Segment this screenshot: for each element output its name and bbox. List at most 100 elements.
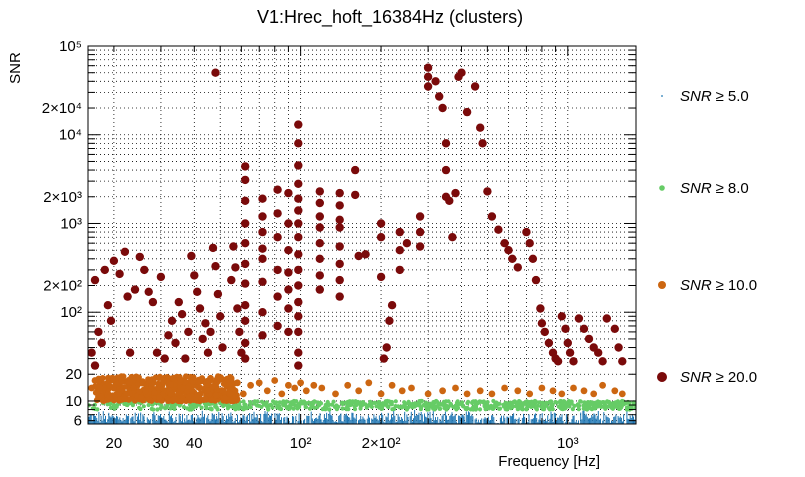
data-point-snr-10 [263,387,271,395]
data-point-snr-20 [610,324,619,333]
data-point-snr-20 [504,246,513,255]
data-point-snr-10 [139,378,146,385]
legend-label-threshold: 5.0 [728,88,749,105]
data-point-snr-10 [408,384,415,392]
data-point-snr-20 [109,256,119,265]
data-point-snr-8 [344,407,349,412]
data-point-snr-10 [157,383,164,391]
data-point-snr-8 [369,404,374,409]
legend-marker [661,95,663,97]
data-point-snr-20 [90,275,100,285]
data-point-snr-20 [258,244,267,253]
data-point-snr-20 [123,292,132,301]
data-point-snr-10 [110,385,117,392]
data-point-snr-10 [590,390,598,398]
data-point-snr-8 [181,404,186,410]
data-point-snr-8 [214,405,219,410]
series-snr-20 [88,63,627,370]
data-point-snr-20 [206,327,215,337]
y-tick-label: 10⁵ [59,38,82,55]
data-point-snr-8 [393,399,398,404]
data-point-snr-20 [528,254,538,263]
data-point-snr-20 [335,201,344,210]
data-point-snr-10 [197,378,204,385]
data-point-snr-20 [565,348,575,357]
data-point-snr-20 [294,161,303,170]
data-point-snr-8 [352,407,358,412]
data-point-snr-20 [294,361,303,370]
data-point-snr-20 [315,212,324,221]
data-point-snr-10 [208,397,215,404]
data-point-snr-20 [537,319,547,328]
data-point-snr-20 [258,227,267,237]
data-point-snr-10 [570,384,577,392]
data-point-snr-8 [345,403,350,408]
data-point-snr-8 [92,406,98,412]
data-point-snr-8 [271,399,276,404]
data-point-snr-20 [536,304,545,313]
data-point-snr-20 [438,103,447,113]
data-point-snr-8 [507,404,512,409]
x-tick-labels: 20 30 40 10² 2×10² 10³ [106,435,579,452]
data-point-snr-8 [172,406,177,411]
x-tick-label: 30 [153,435,170,452]
data-point-snr-20 [156,272,166,282]
data-point-snr-10 [155,374,162,382]
data-point-snr-10 [278,390,286,398]
data-point-snr-20 [130,285,140,294]
data-point-snr-8 [400,404,405,409]
data-point-snr-20 [294,219,303,228]
data-point-snr-8 [495,402,500,407]
data-point-snr-10 [558,390,566,398]
data-point-snr-8 [440,402,445,407]
data-point-snr-20 [174,297,183,307]
data-point-snr-10 [291,384,299,392]
data-point-snr-8 [277,400,282,405]
data-point-snr-10 [136,388,143,395]
data-point-snr-20 [294,281,303,290]
data-point-snr-10 [526,390,534,398]
data-point-snr-20 [335,223,344,232]
data-point-snr-20 [315,198,324,208]
data-point-snr-10 [165,397,172,404]
data-point-snr-20 [376,272,386,282]
data-point-snr-20 [241,301,250,310]
data-point-snr-10 [452,384,459,392]
data-point-snr-8 [554,400,560,405]
data-point-snr-8 [560,400,565,405]
data-point-snr-8 [616,406,621,411]
data-point-snr-8 [455,401,460,406]
data-point-snr-8 [418,407,423,412]
data-point-snr-10 [114,374,121,381]
legend-item: SNR ≥10.0 [658,277,757,294]
data-point-snr-8 [482,403,487,408]
data-point-snr-10 [130,384,137,391]
data-point-snr-8 [409,403,414,409]
data-point-snr-10 [194,392,201,399]
data-point-snr-10 [365,379,373,387]
data-point-snr-8 [228,404,233,409]
data-point-snr-8 [190,406,195,411]
data-point-snr-20 [448,233,457,242]
data-point-snr-20 [457,68,466,77]
data-point-snr-10 [226,390,233,397]
data-point-snr-20 [379,354,389,363]
data-point-snr-8 [581,406,586,411]
data-point-snr-8 [112,402,117,408]
data-point-snr-10 [514,387,522,395]
data-point-snr-8 [318,401,324,406]
data-point-snr-8 [572,403,577,408]
data-point-snr-8 [112,406,117,411]
data-point-snr-20 [544,338,554,348]
data-point-snr-20 [315,187,324,196]
grid-lines [88,46,636,424]
data-point-snr-8 [242,406,247,411]
data-point-snr-20 [171,338,180,348]
data-point-snr-8 [402,400,407,405]
data-point-snr-20 [241,354,250,363]
data-point-snr-20 [500,239,509,248]
data-point-snr-10 [105,374,112,381]
data-point-snr-20 [241,316,250,325]
data-point-snr-10 [190,374,197,381]
data-point-snr-10 [355,387,363,395]
